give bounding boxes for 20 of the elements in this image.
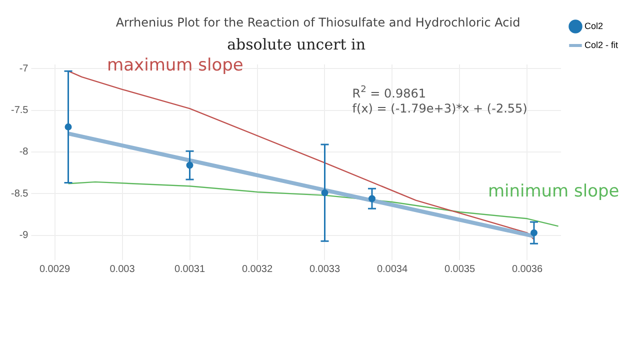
x-tick-label: 0.003 <box>110 264 136 275</box>
legend-label: Col2 <box>584 20 604 31</box>
y-tick-label: -8 <box>19 146 29 158</box>
x-tick-label: 0.0032 <box>242 264 273 275</box>
y-tick-label: -7.5 <box>10 105 29 116</box>
annotation: minimum slope <box>488 181 620 202</box>
legend-label: Col2 - fit <box>584 40 618 50</box>
x-tick-label: 0.0029 <box>39 264 70 275</box>
annotation: f(x) = (-1.79e+3)*x + (-2.55) <box>352 102 528 116</box>
chart-title: Arrhenius Plot for the Reaction of Thiosulfate and Hydrochloric Acid <box>116 15 520 30</box>
x-tick-label: 0.0033 <box>309 264 340 275</box>
x-tick-label: 0.0035 <box>444 264 476 275</box>
annotation: maximum slope <box>107 56 244 76</box>
text: absolute uncert in <box>227 36 366 54</box>
x-tick-label: 0.0034 <box>376 264 408 275</box>
x-tick-label: 0.0036 <box>512 264 543 275</box>
y-tick-label: -9 <box>19 230 29 242</box>
y-tick-label: -7 <box>19 63 29 74</box>
y-tick-label: -8.5 <box>10 188 29 200</box>
x-tick-label: 0.0031 <box>174 264 206 275</box>
